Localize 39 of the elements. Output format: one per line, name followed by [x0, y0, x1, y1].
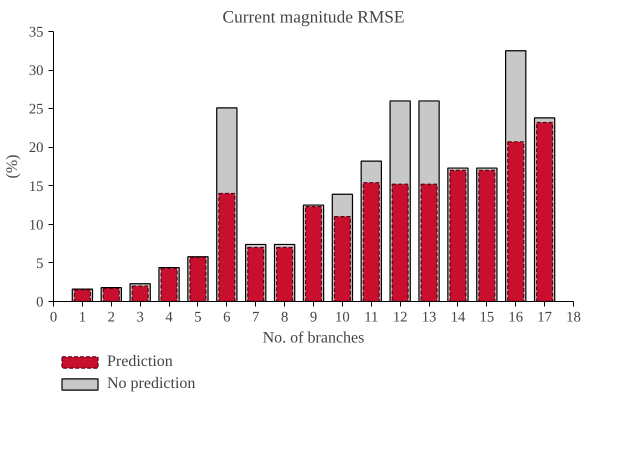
x-tick-label: 1 [78, 310, 86, 326]
y-axis-title: (%) [4, 154, 21, 178]
y-tick-label: 10 [28, 217, 44, 234]
x-tick-label: 18 [566, 310, 581, 326]
x-tick-label: 4 [165, 310, 174, 326]
x-tick-label: 10 [335, 310, 350, 326]
x-tick-label: 8 [280, 310, 288, 326]
legend-label: No prediction [107, 375, 196, 393]
bar [362, 182, 380, 302]
bar [334, 216, 351, 302]
y-tick-label: 15 [28, 178, 44, 195]
chart-title: Current magnitude RMSE [222, 8, 404, 26]
y-tick-label: 0 [36, 294, 44, 310]
y-tick-label: 20 [28, 140, 44, 156]
y-tick-label: 5 [36, 256, 44, 272]
x-tick-label: 12 [392, 310, 408, 326]
bar [420, 184, 438, 302]
x-tick-label: 9 [310, 310, 318, 326]
bar [74, 289, 91, 302]
x-tick-label: 6 [223, 310, 230, 326]
x-axis-title: No. of branches [262, 330, 364, 346]
x-tick-label: 3 [136, 310, 144, 326]
x-tick-label: 7 [252, 310, 260, 326]
x-tick-label: 17 [537, 310, 552, 326]
x-tick-label: 13 [422, 310, 436, 326]
y-tick-label: 35 [28, 24, 44, 40]
x-tick-label: 11 [364, 310, 378, 326]
x-tick-label: 15 [480, 310, 494, 326]
x-tick-label: 0 [50, 310, 58, 326]
bar [392, 184, 409, 302]
x-tick-label: 2 [108, 310, 115, 326]
y-tick-label: 30 [28, 63, 44, 80]
x-tick-label: 14 [450, 310, 466, 326]
legend-label: Prediction [107, 353, 173, 371]
x-tick-label: 5 [194, 310, 202, 326]
y-tick-label: 25 [28, 102, 44, 118]
x-tick-label: 16 [508, 310, 524, 326]
bar [507, 141, 524, 302]
bar [218, 192, 236, 302]
